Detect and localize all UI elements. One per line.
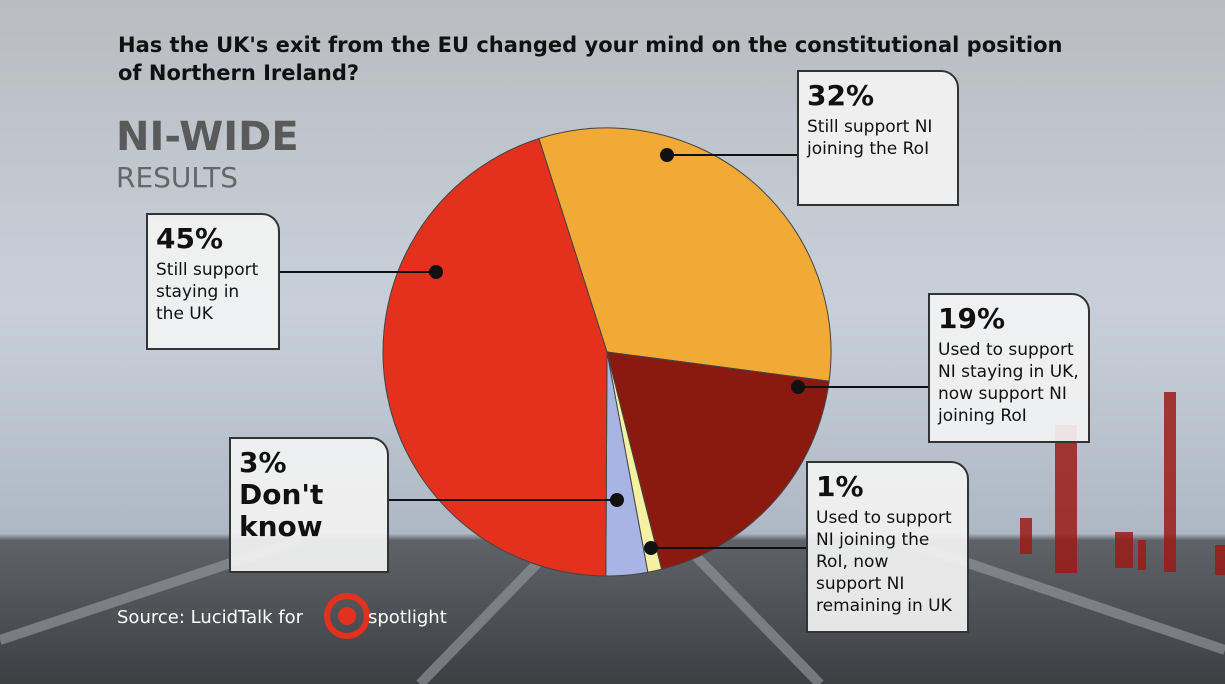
- callout: 19% Used to support NI staying in UK, now…: [928, 293, 1090, 443]
- subheading: RESULTS: [116, 161, 238, 194]
- slice-label: Used to support NI joining the RoI, now …: [816, 508, 952, 616]
- value-label: 1%: [816, 470, 864, 503]
- title-line: of Northern Ireland?: [118, 61, 359, 85]
- slice-label: Still support NI joining the RoI: [807, 117, 933, 159]
- callout: 32% Still support NI joining the RoI: [797, 70, 959, 206]
- decor-bars: [1020, 392, 1225, 575]
- logo-text: spotlight: [368, 607, 447, 628]
- leader-dot: [610, 493, 624, 507]
- leader-dot: [644, 541, 658, 555]
- leader-dot: [660, 148, 674, 162]
- callout: 3% Don't know: [229, 437, 389, 573]
- slice-label: Don't know: [239, 478, 324, 543]
- value-label: 19%: [938, 302, 1006, 335]
- pie-slice: [606, 351, 830, 570]
- callout: 45% Still support staying in the UK: [146, 213, 280, 350]
- value-label: 32%: [807, 79, 875, 112]
- source: Source: LucidTalk for: [117, 607, 304, 628]
- slice-label: Used to support NI staying in UK, now su…: [938, 340, 1079, 426]
- value-label: 3%: [239, 446, 287, 479]
- title-line: Has the UK's exit from the EU changed yo…: [118, 33, 1062, 57]
- logo-ring: [324, 593, 370, 639]
- pie-slice: [538, 127, 832, 382]
- slice-label: Still support staying in the UK: [156, 260, 259, 324]
- callout: 1% Used to support NI joining the RoI, no…: [806, 461, 969, 633]
- logo-dot: [338, 607, 356, 625]
- chart-title: Has the UK's exit from the EU changed yo…: [118, 33, 1062, 85]
- pie: [382, 127, 832, 577]
- leader-dot: [429, 265, 443, 279]
- value-label: 45%: [156, 222, 224, 255]
- leaders: [279, 148, 928, 555]
- leader-dot: [791, 380, 805, 394]
- pie-slice: [382, 137, 608, 577]
- heading: NI-WIDE: [116, 114, 299, 160]
